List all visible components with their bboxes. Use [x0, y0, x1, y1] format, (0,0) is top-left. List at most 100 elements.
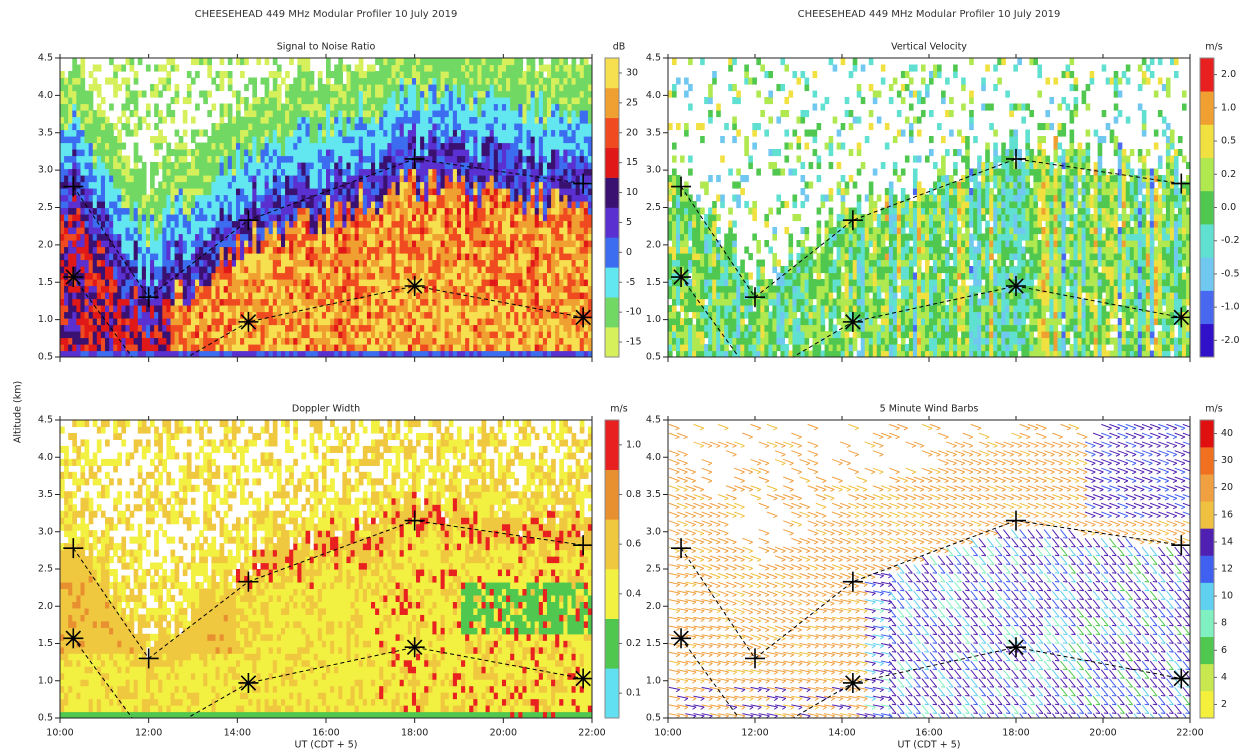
field-cell: [375, 156, 380, 163]
field-cell: [412, 240, 417, 247]
field-cell: [445, 318, 450, 325]
field-cell: [359, 286, 364, 293]
field-cell: [355, 253, 360, 260]
field-cell: [289, 234, 294, 241]
field-cell: [117, 169, 122, 176]
field-cell: [228, 305, 233, 312]
field-cell: [506, 104, 511, 111]
field-cell: [277, 201, 282, 208]
field-cell: [130, 221, 135, 228]
field-cell: [236, 130, 241, 137]
field-cell: [117, 234, 122, 241]
field-cell: [261, 227, 266, 234]
field-cell: [64, 260, 69, 267]
field-cell: [351, 221, 356, 228]
field-cell: [502, 338, 507, 345]
field-cell: [252, 305, 257, 312]
field-cell: [400, 65, 405, 72]
field-cell: [379, 78, 384, 85]
field-cell: [318, 156, 323, 163]
field-cell: [359, 227, 364, 234]
field-cell: [125, 214, 130, 221]
field-cell: [285, 266, 290, 273]
field-cell: [412, 130, 417, 137]
field-cell: [486, 286, 491, 293]
field-cell: [166, 182, 171, 189]
field-cell: [195, 182, 200, 189]
field-cell: [408, 325, 413, 332]
field-cell: [89, 162, 94, 169]
field-cell: [297, 169, 302, 176]
field-cell: [211, 266, 216, 273]
field-cell: [351, 208, 356, 215]
field-cell: [355, 182, 360, 189]
field-cell: [338, 78, 343, 85]
field-cell: [285, 136, 290, 143]
field-cell: [457, 175, 462, 182]
field-cell: [351, 273, 356, 280]
field-cell: [195, 188, 200, 195]
field-cell: [346, 266, 351, 273]
field-cell: [273, 234, 278, 241]
field-cell: [306, 240, 311, 247]
field-cell: [166, 240, 171, 247]
field-cell: [220, 78, 225, 85]
field-cell: [482, 292, 487, 299]
field-cell: [76, 71, 81, 78]
field-cell: [355, 91, 360, 98]
field-cell: [187, 312, 192, 319]
field-cell: [80, 312, 85, 319]
field-cell: [412, 123, 417, 130]
field-cell: [240, 182, 245, 189]
field-cell: [285, 221, 290, 228]
field-cell: [125, 344, 130, 351]
field-cell: [93, 143, 98, 150]
field-cell: [363, 195, 368, 202]
field-cell: [416, 214, 421, 221]
field-cell: [297, 227, 302, 234]
field-cell: [175, 97, 180, 104]
field-cell: [371, 78, 376, 85]
field-cell: [117, 286, 122, 293]
field-cell: [412, 195, 417, 202]
field-cell: [191, 201, 196, 208]
field-cell: [424, 325, 429, 332]
field-cell: [101, 305, 106, 312]
field-cell: [76, 117, 81, 124]
field-cell: [125, 234, 130, 241]
field-cell: [289, 130, 294, 137]
field-cell: [191, 286, 196, 293]
field-cell: [297, 338, 302, 345]
field-cell: [142, 175, 147, 182]
field-cell: [424, 260, 429, 267]
field-cell: [522, 240, 527, 247]
field-cell: [281, 331, 286, 338]
field-cell: [453, 240, 458, 247]
field-cell: [404, 65, 409, 72]
field-cell: [436, 338, 441, 345]
field-cell: [170, 260, 175, 267]
field-cell: [97, 175, 102, 182]
field-cell: [428, 247, 433, 254]
field-cell: [269, 286, 274, 293]
field-cell: [244, 292, 249, 299]
field-cell: [449, 169, 454, 176]
field-cell: [527, 214, 532, 221]
field-cell: [436, 260, 441, 267]
field-cell: [211, 273, 216, 280]
field-cell: [424, 65, 429, 72]
field-cell: [477, 65, 482, 72]
field-cell: [105, 279, 110, 286]
field-cell: [269, 104, 274, 111]
field-cell: [387, 97, 392, 104]
field-cell: [232, 169, 237, 176]
field-cell: [371, 162, 376, 169]
field-cell: [514, 331, 519, 338]
field-cell: [162, 253, 167, 260]
field-cell: [220, 208, 225, 215]
field-cell: [346, 234, 351, 241]
field-cell: [256, 331, 261, 338]
field-cell: [457, 227, 462, 234]
field-cell: [412, 312, 417, 319]
field-cell: [428, 97, 433, 104]
